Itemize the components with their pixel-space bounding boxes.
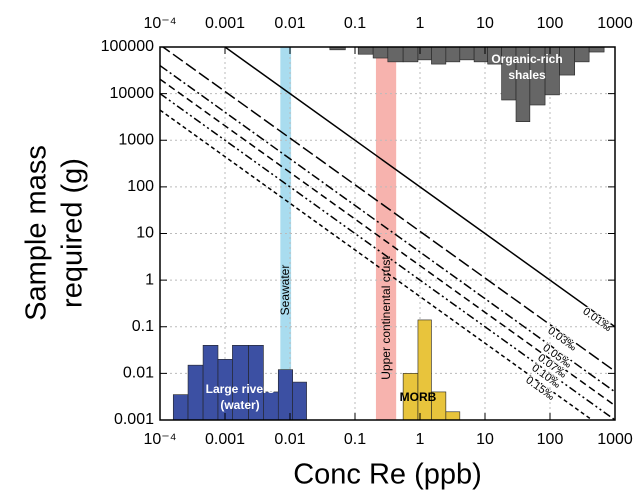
- y-tick-label: 1000: [118, 131, 154, 148]
- histogram-label: MORB: [400, 390, 437, 404]
- x-axis-title: Conc Re (ppb): [293, 459, 482, 491]
- histogram-bar: [387, 47, 404, 63]
- x-tick-label: 100: [537, 431, 564, 448]
- histogram-bar: [357, 47, 374, 55]
- y-tick-label: 0.1: [132, 318, 154, 335]
- histogram-bar: [574, 47, 590, 63]
- precision-line: [160, 109, 594, 420]
- line-label: 0.01‰: [580, 305, 613, 334]
- y-tick-label: 100: [127, 178, 154, 195]
- histogram-bar: [277, 369, 293, 420]
- histogram-bar: [292, 381, 307, 420]
- y-tick-label: 0.01: [123, 365, 154, 382]
- y-axis-title: Sample mass: [21, 145, 53, 321]
- histogram-bar: [459, 47, 475, 61]
- y-axis-title: required (g): [57, 158, 89, 308]
- histogram-label: shales: [508, 68, 546, 82]
- x-top-tick-label: 100: [537, 15, 564, 32]
- y-tick-label: 0.001: [114, 411, 154, 428]
- histogram-bar: [248, 345, 264, 420]
- histogram-bar: [402, 47, 419, 63]
- x-tick-label: 10: [476, 431, 494, 448]
- histogram-bar: [329, 47, 346, 51]
- histogram-bar: [187, 364, 204, 420]
- y-tick-label: 10000: [110, 85, 155, 102]
- x-top-tick-label: 0.1: [344, 15, 366, 32]
- x-tick-label: 0.1: [344, 431, 366, 448]
- x-top-tick-label: 10: [476, 15, 494, 32]
- histogram-bar: [445, 47, 461, 63]
- histogram-bar: [417, 319, 432, 420]
- precision-line: [160, 93, 615, 420]
- histogram-bar: [431, 391, 447, 420]
- x-tick-label: 10⁻⁴: [143, 431, 176, 448]
- x-tick-label: 1: [416, 431, 425, 448]
- band-label: Upper continental crust: [379, 256, 393, 380]
- x-tick-label: 0.01: [274, 431, 305, 448]
- histogram-bar: [473, 47, 488, 63]
- x-top-tick-label: 10⁻⁴: [143, 15, 176, 32]
- x-top-tick-label: 0.001: [205, 15, 245, 32]
- precision-line: [161, 47, 615, 372]
- x-top-tick-label: 1: [416, 15, 425, 32]
- histogram-label: (water): [220, 398, 259, 412]
- histogram-label: Large rivers: [206, 382, 275, 396]
- x-tick-label: 0.001: [205, 431, 245, 448]
- x-top-tick-label: 0.01: [274, 15, 305, 32]
- y-tick-label: 100000: [101, 38, 154, 55]
- histogram-bar: [372, 47, 389, 59]
- precision-line: [160, 78, 615, 407]
- histogram-bar: [445, 411, 461, 420]
- band-label: Seawater: [278, 265, 292, 316]
- precision-line: [160, 64, 615, 393]
- histogram-label: Organic-rich: [491, 52, 562, 66]
- x-tick-label: 1000: [597, 431, 633, 448]
- x-top-tick-label: 1000: [597, 15, 633, 32]
- precision-line: [223, 47, 615, 328]
- y-tick-label: 1: [145, 271, 154, 288]
- y-tick-label: 10: [136, 225, 154, 242]
- histogram-bar: [431, 47, 447, 65]
- histogram-bar: [588, 47, 605, 53]
- histogram-bar: [172, 394, 189, 420]
